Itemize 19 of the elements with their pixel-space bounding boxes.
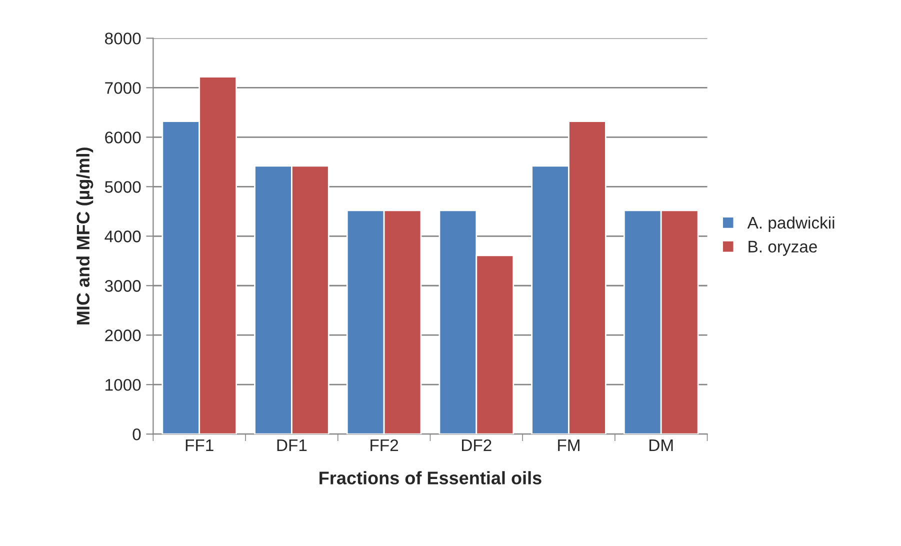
x-tick-label: DM — [650, 440, 673, 452]
x-tick-label: FF1 — [186, 440, 214, 452]
y-tick-label: 4000 — [104, 230, 141, 242]
legend-label: B. oryzae — [748, 240, 817, 256]
y-tick-label: 2000 — [105, 330, 141, 342]
y-axis-title: MIC and MFC (µg/ml) — [76, 148, 94, 324]
legend-label: A. padwickii — [747, 216, 834, 232]
x-tick-label: FF2 — [370, 439, 398, 452]
y-tick-label: 0 — [132, 428, 141, 440]
y-tick-label: 8000 — [105, 32, 141, 44]
y-tick-label: 6000 — [105, 132, 141, 144]
x-tick-label: FM — [558, 440, 580, 452]
y-tick-label: 1000 — [106, 378, 141, 391]
x-tick-label: DF1 — [277, 440, 307, 452]
y-tick-label: 3000 — [104, 280, 141, 292]
y-tick-label: 5000 — [104, 181, 141, 193]
x-axis-title: Fractions of Essential oils — [320, 471, 542, 484]
x-tick-label: DF2 — [462, 439, 492, 452]
y-tick-label: 7000 — [105, 82, 141, 94]
